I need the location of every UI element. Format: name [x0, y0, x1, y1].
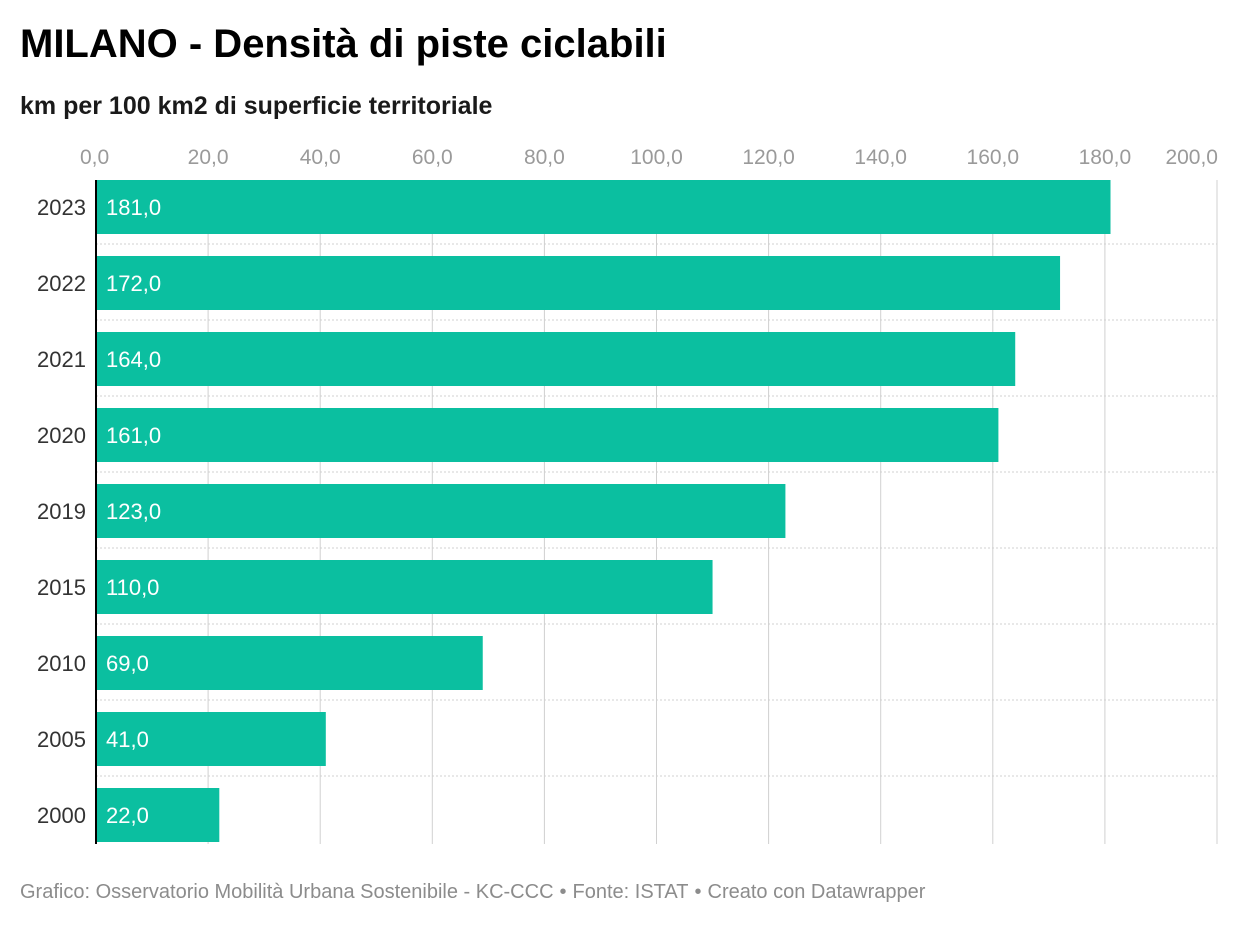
- x-tick-label: 20,0: [188, 146, 229, 169]
- bar: [96, 484, 786, 538]
- category-label: 2019: [37, 499, 86, 524]
- x-tick-label: 100,0: [630, 146, 683, 169]
- x-tick-label: 60,0: [412, 146, 453, 169]
- x-tick-label: 200,0: [1165, 146, 1218, 169]
- chart-footer: Grafico: Osservatorio Mobilità Urbana So…: [20, 881, 925, 904]
- footer-tool: Creato con Datawrapper: [707, 881, 926, 903]
- bar-value-label: 161,0: [106, 423, 161, 448]
- x-tick-label: 180,0: [1079, 146, 1132, 169]
- category-label: 2023: [37, 195, 86, 220]
- category-label: 2010: [37, 651, 86, 676]
- bar: [96, 636, 483, 690]
- footer-source: Fonte: ISTAT: [572, 881, 689, 903]
- bar: [96, 256, 1061, 310]
- bar-chart: 0,0 20,0 40,0 60,0 80,0 100,0 120,0 140,0 160,0 1…: [37, 146, 1218, 844]
- x-tick-label: 120,0: [742, 146, 795, 169]
- x-axis-ticks: 0,0 20,0 40,0 60,0 80,0 100,0 120,0 140,0 160,0 1…: [80, 146, 1218, 169]
- category-label: 2000: [37, 803, 86, 828]
- bar: [96, 560, 713, 614]
- bar-value-label: 41,0: [106, 727, 149, 752]
- x-tick-label: 0,0: [80, 146, 109, 169]
- bar-value-label: 123,0: [106, 499, 161, 524]
- category-label: 2021: [37, 347, 86, 372]
- footer-credit: Grafico: Osservatorio Mobilità Urbana So…: [20, 881, 554, 903]
- bar: [96, 408, 999, 462]
- bar-value-label: 69,0: [106, 651, 149, 676]
- bar-value-label: 22,0: [106, 803, 149, 828]
- footer-separator: •: [694, 881, 702, 903]
- chart-subtitle: km per 100 km2 di superficie territorial…: [20, 92, 493, 120]
- x-tick-label: 160,0: [967, 146, 1020, 169]
- x-tick-label: 140,0: [854, 146, 907, 169]
- bar: [96, 788, 220, 842]
- category-label: 2015: [37, 575, 86, 600]
- y-axis-categories: 2023 2022 2021 2020 2019 2015 2010 2005 2000: [37, 195, 86, 828]
- category-label: 2005: [37, 727, 86, 752]
- footer-separator: •: [559, 881, 567, 903]
- bar-value-label: 110,0: [106, 575, 159, 600]
- x-tick-label: 40,0: [300, 146, 341, 169]
- category-label: 2022: [37, 271, 86, 296]
- bar-value-label: 181,0: [106, 195, 161, 220]
- bar-value-label: 164,0: [106, 347, 161, 372]
- bar: [96, 180, 1111, 234]
- bar: [96, 332, 1016, 386]
- x-tick-label: 80,0: [524, 146, 565, 169]
- category-label: 2020: [37, 423, 86, 448]
- bar-value-label: 172,0: [106, 271, 161, 296]
- bars: 181,0 172,0 164,0 161,0 123,0 110,0 69,0 41,0 22…: [96, 180, 1111, 842]
- bar: [96, 712, 326, 766]
- chart-title: MILANO - Densità di piste ciclabili: [20, 22, 667, 66]
